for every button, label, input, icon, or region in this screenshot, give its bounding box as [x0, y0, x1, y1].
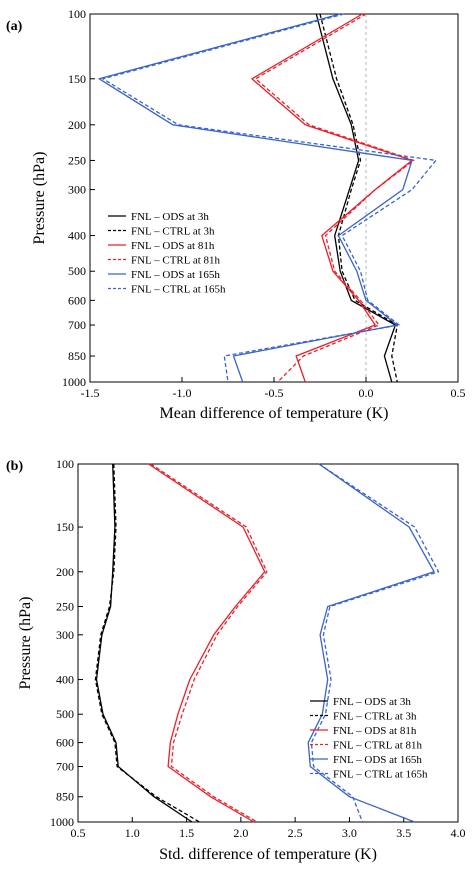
y-tick-label: 250: [56, 599, 74, 613]
series-line: [148, 463, 266, 823]
y-tick-label: 700: [68, 318, 86, 332]
panel-b-series: [94, 463, 440, 823]
x-tick-label: 2.5: [288, 826, 303, 840]
y-tick-label: 850: [56, 790, 74, 804]
y-tick-label: 700: [56, 760, 74, 774]
panel-b-label: (b): [6, 459, 23, 474]
series-line: [150, 463, 268, 823]
legend-label: FNL – ODS at 81h: [333, 725, 417, 737]
panel-a: (a) -1.5 -1.0 -0.5 0.0 0.5 100 150 200 250 300 40…: [6, 7, 466, 422]
y-tick-label: 300: [68, 183, 86, 197]
panel-b-x-axis-title: Std. difference of temperature (K): [159, 846, 377, 863]
panel-a-legend: FNL – ODS at 3h FNL – CTRL at 3h FNL – ODS…: [108, 211, 226, 296]
y-tick-label: 100: [56, 457, 74, 471]
x-tick-label: 1.5: [179, 826, 194, 840]
x-tick-label: 3.5: [396, 826, 411, 840]
y-tick-label: 400: [56, 673, 74, 687]
series-line: [102, 13, 437, 383]
x-tick-label: -0.5: [265, 386, 284, 400]
x-tick-label: 0.5: [71, 826, 86, 840]
x-tick-label: 4.0: [451, 826, 466, 840]
panel-b-y-ticks: 100 150 200 250 300 400 500 600 700 850 1000: [50, 457, 83, 829]
panel-b-legend: FNL – ODS at 3h FNL – CTRL at 3h FNL – ODS…: [310, 696, 428, 781]
panel-a-y-ticks: 100 150 200 250 300 400 500 600 700 850 1000: [62, 7, 95, 389]
legend-label: FNL – ODS at 3h: [131, 211, 209, 223]
legend-label: FNL – CTRL at 81h: [333, 740, 423, 752]
x-tick-label: 0.0: [359, 386, 374, 400]
panel-b-x-ticks: 0.5 1.0 1.5 2.0 2.5 3.0 3.5 4.0: [71, 817, 466, 840]
panel-a-x-axis-title: Mean difference of temperature (K): [160, 405, 389, 422]
series-line: [310, 463, 440, 823]
x-tick-label: 2.0: [233, 826, 248, 840]
series-line: [95, 463, 193, 823]
y-tick-label: 500: [56, 707, 74, 721]
y-tick-label: 150: [68, 72, 86, 86]
y-tick-label: 500: [68, 264, 86, 278]
x-tick-label: 1.0: [125, 826, 140, 840]
legend-label: FNL – CTRL at 165h: [333, 769, 428, 781]
panel-b-frame: [77, 463, 459, 823]
panel-b: (b) 0.5 1.0 1.5 2.0 2.5 3.0 3.5 4.0 100 150 200 25…: [6, 457, 466, 863]
series-line: [251, 13, 413, 383]
panel-a-x-ticks: -1.5 -1.0 -0.5 0.0 0.5: [81, 377, 466, 400]
y-tick-label: 400: [68, 229, 86, 243]
series-line: [307, 463, 435, 823]
x-tick-label: 0.5: [451, 386, 466, 400]
y-tick-label: 1000: [50, 815, 74, 829]
panel-a-frame: [89, 13, 459, 383]
x-tick-label: 3.0: [342, 826, 357, 840]
y-tick-label: 200: [68, 118, 86, 132]
legend-label: FNL – CTRL at 81h: [131, 255, 221, 267]
panel-a-series: [98, 13, 437, 383]
panel-a-label: (a): [6, 19, 23, 34]
legend-label: FNL – ODS at 3h: [333, 696, 411, 708]
panel-b-y-axis-title: Pressure (hPa): [17, 597, 34, 690]
legend-label: FNL – ODS at 81h: [131, 240, 215, 252]
x-tick-label: -1.0: [173, 386, 192, 400]
x-tick-label: -1.5: [81, 386, 100, 400]
y-tick-label: 200: [56, 565, 74, 579]
panel-a-y-axis-title: Pressure (hPa): [31, 152, 48, 245]
legend-label: FNL – ODS at 165h: [131, 269, 220, 281]
y-tick-label: 250: [68, 153, 86, 167]
legend-label: FNL – CTRL at 165h: [131, 284, 226, 296]
y-tick-label: 150: [56, 520, 74, 534]
y-tick-label: 300: [56, 628, 74, 642]
y-tick-label: 1000: [62, 375, 86, 389]
legend-label: FNL – CTRL at 3h: [333, 711, 417, 723]
series-line: [315, 13, 397, 383]
series-line: [254, 13, 415, 383]
legend-label: FNL – CTRL at 3h: [131, 226, 215, 238]
series-line: [94, 463, 200, 823]
legend-label: FNL – ODS at 165h: [333, 754, 422, 766]
y-tick-label: 100: [68, 7, 86, 21]
y-tick-label: 850: [68, 349, 86, 363]
y-tick-label: 600: [56, 736, 74, 750]
y-tick-label: 600: [68, 293, 86, 307]
